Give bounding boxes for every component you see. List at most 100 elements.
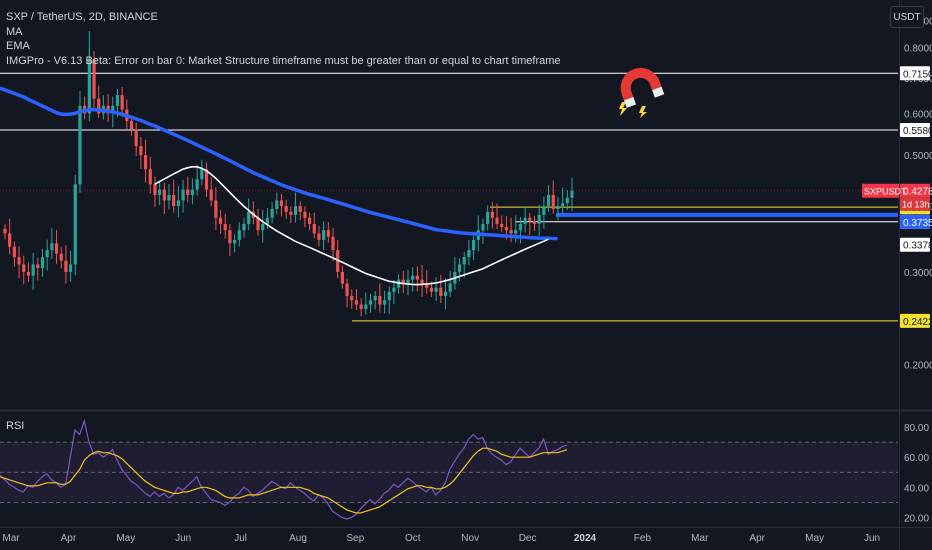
candle-body[interactable] <box>69 264 73 272</box>
candle-body[interactable] <box>551 194 555 209</box>
rsi-pane-label[interactable]: RSI <box>6 420 25 432</box>
candle-body[interactable] <box>293 206 298 215</box>
candle-body[interactable] <box>528 217 532 221</box>
candle-body[interactable] <box>415 275 419 280</box>
candle-body[interactable] <box>31 264 35 276</box>
level-tag-0.3378[interactable]: 0.3378 <box>900 237 932 252</box>
candle-body[interactable] <box>411 275 415 280</box>
candle-body[interactable] <box>439 287 443 296</box>
candle-body[interactable] <box>115 95 120 106</box>
candle-body[interactable] <box>518 223 523 231</box>
candle-body[interactable] <box>247 211 251 224</box>
candle-body[interactable] <box>148 169 152 185</box>
candle-body[interactable] <box>92 59 96 99</box>
candle-body[interactable] <box>97 98 101 114</box>
candle-body[interactable] <box>326 230 330 237</box>
level-tag-0.7150[interactable]: 0.7150 <box>900 66 932 81</box>
candle-body[interactable] <box>312 223 316 234</box>
candle-body[interactable] <box>443 291 448 296</box>
candle-body[interactable] <box>307 217 312 224</box>
candle-body[interactable] <box>373 295 377 301</box>
ma-line[interactable] <box>154 166 549 286</box>
ema-legend[interactable]: EMA <box>6 40 30 52</box>
candle-body[interactable] <box>200 169 204 180</box>
candle-body[interactable] <box>303 211 307 218</box>
candle-body[interactable] <box>340 271 344 284</box>
ema-line[interactable] <box>0 86 558 241</box>
currency-button[interactable]: USDT <box>890 6 924 28</box>
candle-body[interactable] <box>167 194 171 201</box>
candle-body[interactable] <box>429 287 434 292</box>
candle-body[interactable] <box>331 236 335 251</box>
candle-body[interactable] <box>209 189 213 201</box>
indicator-legend[interactable]: IMGPro - V6.13 Beta: Error on bar 0: Mar… <box>6 54 561 67</box>
candle-body[interactable] <box>420 279 424 284</box>
candle-body[interactable] <box>317 233 321 240</box>
candle-body[interactable] <box>186 189 190 195</box>
candle-body[interactable] <box>500 223 504 228</box>
candle-body[interactable] <box>64 260 68 272</box>
candle-body[interactable] <box>261 223 265 231</box>
candle-body[interactable] <box>153 184 157 195</box>
candle-body[interactable] <box>54 243 59 254</box>
candle-body[interactable] <box>36 264 40 269</box>
candle-body[interactable] <box>228 230 232 244</box>
candle-body[interactable] <box>354 300 359 305</box>
candle-body[interactable] <box>537 214 541 224</box>
candle-body[interactable] <box>26 271 31 276</box>
candle-body[interactable] <box>486 211 490 224</box>
level-tag-0.2422[interactable]: 0.2422 <box>900 313 932 328</box>
candle-body[interactable] <box>570 190 574 198</box>
candle-body[interactable] <box>471 239 476 251</box>
candle-body[interactable] <box>129 121 134 130</box>
candle-body[interactable] <box>467 250 471 258</box>
candle-body[interactable] <box>237 230 241 240</box>
rsi-ma-line[interactable] <box>0 447 568 514</box>
candle-body[interactable] <box>448 283 452 292</box>
candle-body[interactable] <box>256 217 260 231</box>
candle-body[interactable] <box>162 189 166 201</box>
candle-body[interactable] <box>457 264 462 272</box>
candle-body[interactable] <box>298 206 302 212</box>
candle-body[interactable] <box>565 197 569 204</box>
candle-body[interactable] <box>368 300 373 305</box>
candle-body[interactable] <box>22 264 26 272</box>
candle-body[interactable] <box>134 129 138 147</box>
candle-body[interactable] <box>279 200 284 207</box>
candle-body[interactable] <box>382 300 387 305</box>
candle-body[interactable] <box>172 194 176 207</box>
candle-body[interactable] <box>223 223 227 231</box>
candle-body[interactable] <box>270 208 274 218</box>
candle-body[interactable] <box>8 233 12 247</box>
candle-body[interactable] <box>434 287 438 292</box>
candle-body[interactable] <box>542 206 546 215</box>
candle-body[interactable] <box>190 189 195 195</box>
candle-body[interactable] <box>111 105 115 114</box>
candle-body[interactable] <box>364 304 368 310</box>
candle-body[interactable] <box>490 211 494 218</box>
candle-body[interactable] <box>158 189 162 195</box>
candle-body[interactable] <box>143 155 148 170</box>
candle-body[interactable] <box>218 217 223 224</box>
candle-body[interactable] <box>181 189 185 201</box>
candle-body[interactable] <box>204 169 209 190</box>
candle-body[interactable] <box>284 206 288 212</box>
candle-body[interactable] <box>406 279 410 284</box>
ma-legend[interactable]: MA <box>6 25 23 38</box>
candle-body[interactable] <box>546 194 551 207</box>
candle-body[interactable] <box>139 146 143 156</box>
candle-body[interactable] <box>462 257 466 265</box>
candle-body[interactable] <box>387 291 391 301</box>
candle-body[interactable] <box>495 217 499 224</box>
candle-body[interactable] <box>233 239 237 244</box>
candle-body[interactable] <box>561 203 565 207</box>
candle-body[interactable] <box>425 283 429 288</box>
candle-body[interactable] <box>523 217 527 224</box>
candle-body[interactable] <box>504 227 508 231</box>
candle-body[interactable] <box>350 295 354 301</box>
candle-body[interactable] <box>345 283 349 296</box>
candle-body[interactable] <box>392 287 396 292</box>
candle-body[interactable] <box>532 220 537 224</box>
candle-body[interactable] <box>176 200 180 207</box>
candle-body[interactable] <box>59 253 63 261</box>
